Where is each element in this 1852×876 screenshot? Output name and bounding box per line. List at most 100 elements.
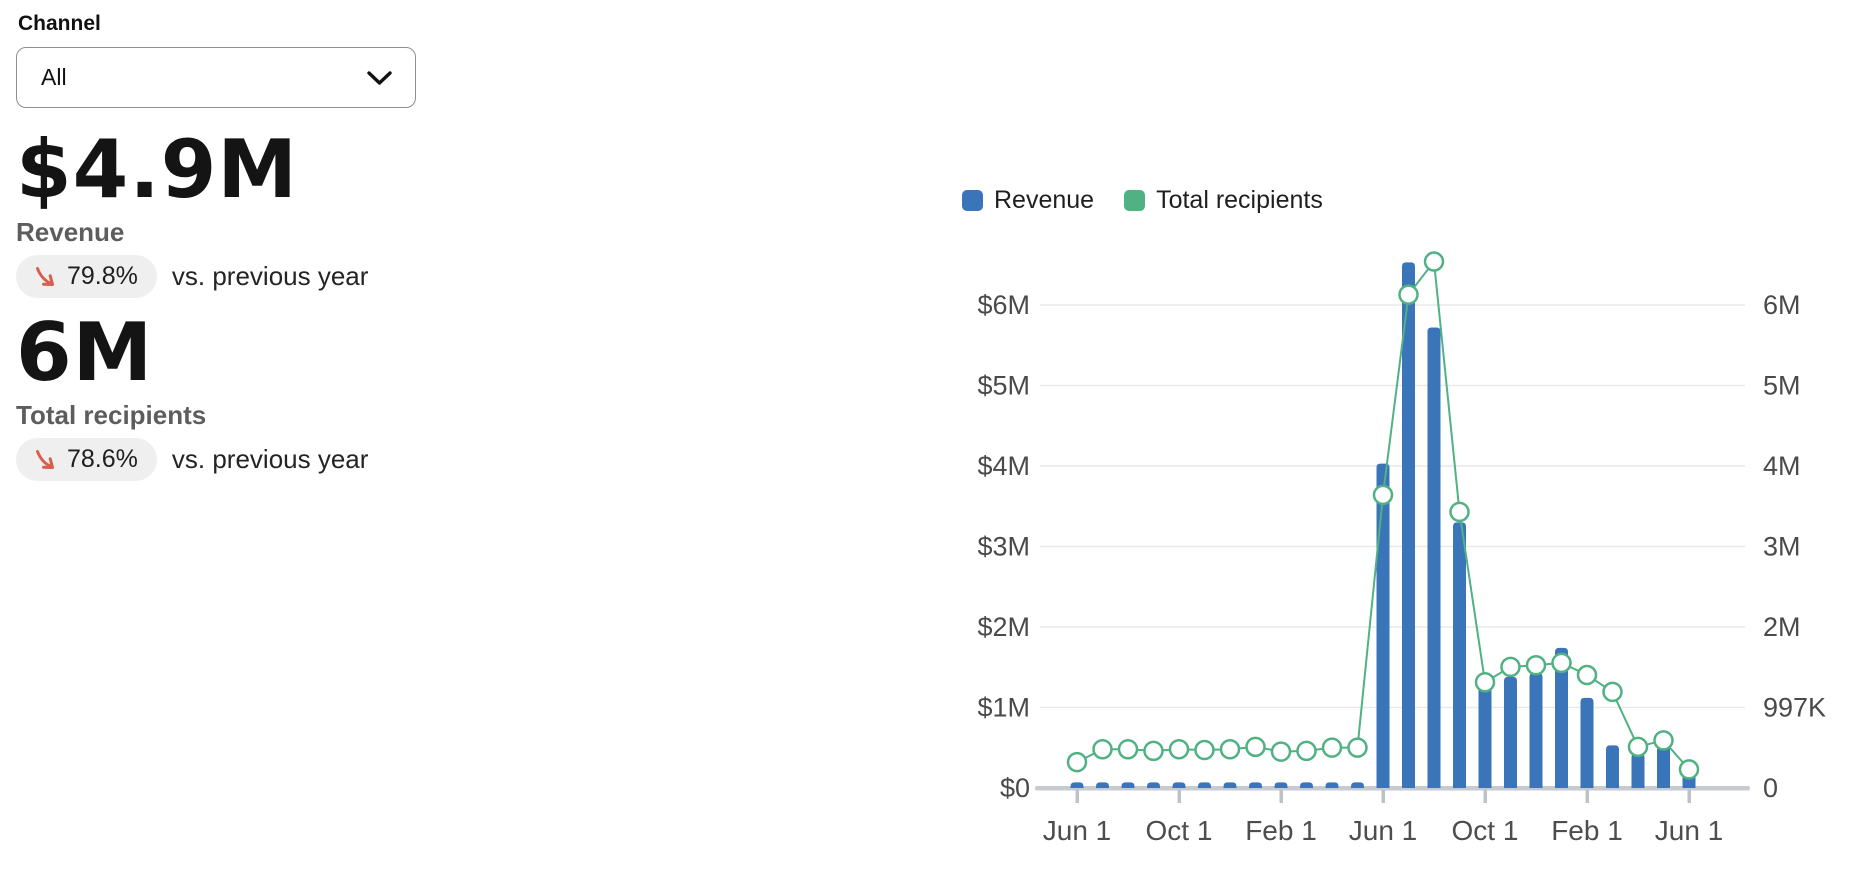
- trend-down-icon: [32, 264, 58, 290]
- recipients-point[interactable]: [1321, 737, 1343, 758]
- recipients-point[interactable]: [1398, 284, 1419, 305]
- recipients-point[interactable]: [1678, 759, 1700, 780]
- revenue-change-row: 79.8% vs. previous year: [16, 255, 368, 298]
- recipients-metric-label: Total recipients: [16, 400, 207, 430]
- recipients-point[interactable]: [1551, 652, 1572, 674]
- left-axis-tick-label: $6M: [977, 290, 1030, 320]
- legend-recipients-label: Total recipients: [1156, 186, 1323, 214]
- recipients-point[interactable]: [1168, 738, 1190, 760]
- revenue-recipients-chart: $0 0 $1M 997K $2M 2M $3M 3M $4M 4M $5M 5M $6M 6M Jun 1…: [977, 251, 1826, 846]
- revenue-bar[interactable]: [1172, 782, 1186, 788]
- x-axis-tick: [1075, 790, 1079, 803]
- revenue-bar[interactable]: [1376, 463, 1390, 788]
- recipients-point[interactable]: [1500, 656, 1521, 678]
- recipients-point[interactable]: [1372, 484, 1394, 506]
- revenue-bar[interactable]: [1096, 782, 1109, 788]
- legend-item-recipients[interactable]: Total recipients: [1124, 186, 1323, 215]
- recipients-change-row: 78.6% vs. previous year: [16, 438, 368, 481]
- recipients-point[interactable]: [1270, 741, 1292, 762]
- revenue-bar[interactable]: [1070, 782, 1084, 788]
- recipients-point[interactable]: [1143, 740, 1164, 762]
- recipients-point[interactable]: [1576, 664, 1598, 686]
- x-axis-tick-label: Jun 1: [1043, 815, 1112, 846]
- revenue-bar[interactable]: [1555, 647, 1568, 788]
- channel-select-value: All: [41, 64, 67, 90]
- recipients-point[interactable]: [1066, 751, 1088, 773]
- recipients-point[interactable]: [1423, 251, 1445, 272]
- revenue-bar[interactable]: [1606, 745, 1619, 788]
- x-axis-tick-label: Oct 1: [1146, 815, 1213, 846]
- revenue-bar[interactable]: [1249, 782, 1262, 788]
- right-axis-tick-label: 3M: [1763, 532, 1801, 562]
- revenue-bar[interactable]: [1121, 782, 1135, 788]
- left-axis-tick-label: $0: [1000, 773, 1030, 803]
- recipients-point[interactable]: [1627, 736, 1649, 758]
- revenue-bar[interactable]: [1223, 782, 1237, 788]
- revenue-bar[interactable]: [1198, 782, 1211, 788]
- right-axis-tick-label: 4M: [1763, 451, 1801, 481]
- legend-item-revenue[interactable]: Revenue: [962, 186, 1094, 215]
- recipients-swatch-icon: [1124, 190, 1146, 211]
- revenue-bar[interactable]: [1300, 782, 1313, 788]
- recipients-change-pct: 78.6%: [67, 445, 138, 473]
- trend-down-icon: [32, 447, 58, 473]
- revenue-bar[interactable]: [1147, 782, 1160, 788]
- x-axis-baseline: [1035, 786, 1750, 791]
- recipients-point[interactable]: [1117, 738, 1139, 760]
- recipients-point[interactable]: [1245, 736, 1266, 758]
- revenue-bar[interactable]: [1657, 745, 1670, 788]
- revenue-bar[interactable]: [1402, 262, 1415, 789]
- revenue-bar[interactable]: [1631, 753, 1645, 788]
- revenue-comparison-text: vs. previous year: [171, 261, 369, 291]
- recipients-point[interactable]: [1194, 739, 1215, 761]
- revenue-bar[interactable]: [1453, 522, 1466, 788]
- revenue-bar[interactable]: [1529, 672, 1543, 788]
- x-axis-tick-label: Jun 1: [1655, 815, 1724, 846]
- revenue-bar[interactable]: [1351, 782, 1364, 788]
- revenue-swatch-icon: [962, 190, 983, 211]
- recipients-point[interactable]: [1296, 740, 1317, 762]
- revenue-metric-value: $4.9M: [16, 123, 298, 216]
- recipients-comparison-text: vs. previous year: [171, 444, 369, 474]
- x-axis-tick: [1381, 790, 1385, 803]
- legend-revenue-label: Revenue: [994, 186, 1095, 214]
- recipients-point[interactable]: [1474, 671, 1496, 693]
- revenue-bar[interactable]: [1274, 782, 1288, 788]
- x-axis-tick: [1177, 790, 1181, 803]
- right-axis-tick-label: 0: [1763, 773, 1778, 803]
- channel-select[interactable]: All: [16, 47, 416, 108]
- revenue-bar[interactable]: [1580, 697, 1594, 788]
- recipients-point[interactable]: [1347, 737, 1368, 758]
- recipients-point[interactable]: [1092, 738, 1113, 760]
- right-axis-tick-label: 997K: [1763, 693, 1826, 723]
- x-axis-tick: [1483, 790, 1487, 803]
- x-axis-tick-label: Oct 1: [1452, 815, 1519, 846]
- x-axis-tick-label: Feb 1: [1245, 815, 1317, 846]
- chevron-down-icon: [366, 69, 393, 87]
- recipients-point[interactable]: [1449, 501, 1470, 523]
- revenue-bar[interactable]: [1504, 676, 1517, 788]
- recipients-point[interactable]: [1219, 738, 1241, 760]
- x-axis-tick: [1585, 790, 1589, 803]
- recipients-change-badge: 78.6%: [16, 438, 157, 481]
- recipients-metric-value: 6M: [16, 306, 154, 399]
- channel-filter-label: Channel: [18, 12, 101, 35]
- recipients-point[interactable]: [1525, 655, 1547, 676]
- x-axis-tick: [1279, 790, 1283, 803]
- left-axis-tick-label: $4M: [977, 451, 1030, 481]
- recipients-point[interactable]: [1653, 730, 1674, 751]
- right-axis-tick-label: 6M: [1763, 290, 1801, 320]
- recipients-point[interactable]: [1602, 681, 1623, 703]
- revenue-bar[interactable]: [1478, 677, 1492, 788]
- revenue-change-badge: 79.8%: [16, 255, 157, 298]
- left-axis-tick-label: $2M: [977, 612, 1030, 642]
- right-axis-tick-label: 5M: [1763, 371, 1801, 401]
- revenue-change-pct: 79.8%: [67, 262, 138, 290]
- left-axis-tick-label: $1M: [977, 693, 1030, 723]
- x-axis-tick-label: Jun 1: [1349, 815, 1418, 846]
- revenue-bar[interactable]: [1325, 782, 1339, 788]
- chart-legend: Revenue Total recipients: [962, 186, 1323, 215]
- revenue-metric-label: Revenue: [16, 217, 125, 247]
- left-axis-tick-label: $3M: [977, 532, 1030, 562]
- revenue-bar[interactable]: [1427, 327, 1441, 788]
